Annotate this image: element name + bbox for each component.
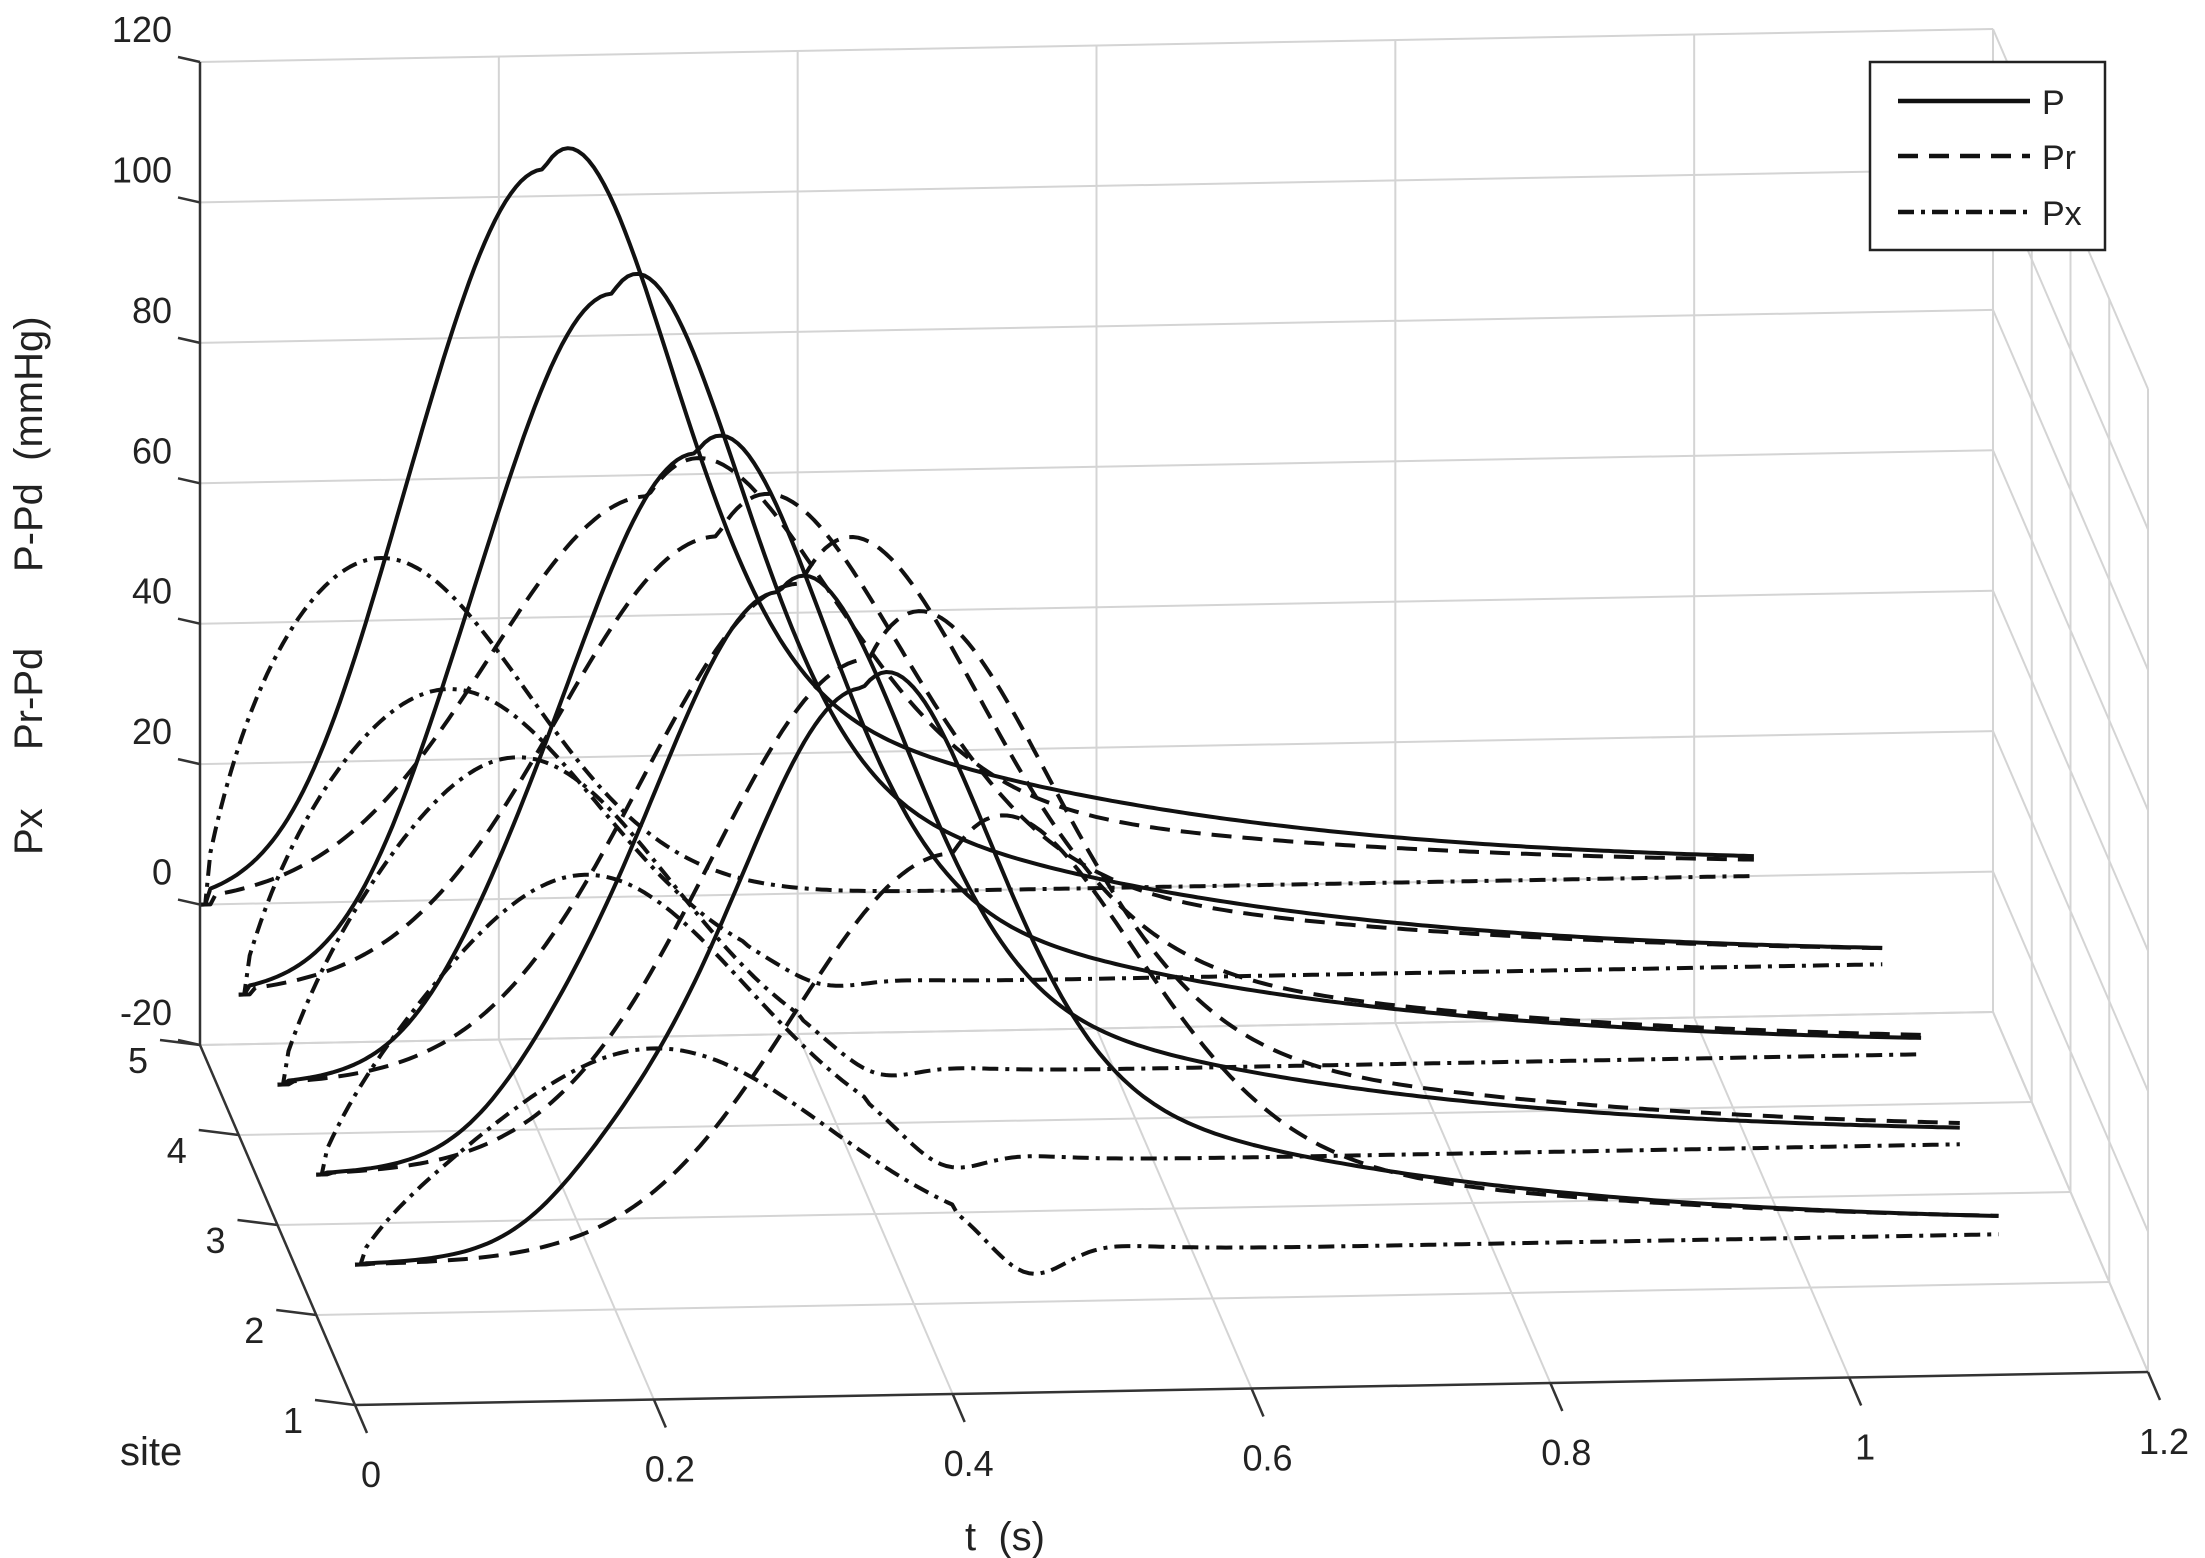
legend-label-px: Px [2042,195,2082,233]
grid-back-hline [199,308,1994,344]
legend-label-pr: Pr [2042,139,2076,177]
site-tick-label: 3 [205,1220,225,1261]
x-tick [2146,1371,2162,1401]
series-p-site-2 [316,573,1960,1177]
x-tick-label: 1.2 [2139,1421,2189,1462]
x-tick [1250,1388,1265,1417]
axes: -20 0 20 40 60 80 100 120 0 0.2 0.4 0.6 0.8 1 1.2 1 2 3 4 5 [112,9,2189,1495]
site-tick [276,1308,317,1317]
series-px-site-2 [316,872,1960,1177]
site-tick-label: 1 [283,1400,303,1441]
z-tick [177,617,201,625]
grid-back-hline [199,28,1994,63]
x-tick [1549,1382,1564,1412]
z-tick-label: 40 [132,571,172,612]
grid-floor-sline [316,1281,2110,1316]
grid-side-hline [1992,590,2149,952]
x-tick [652,1399,667,1428]
z-tick-label: 60 [132,430,172,471]
grid-back-hline [199,589,1994,625]
x-tick-label: 0.4 [944,1443,994,1484]
site-tick [198,1128,239,1137]
z-tick-label: 80 [132,290,172,331]
site-tick [314,1398,356,1407]
legend: P Pr Px [1868,60,2107,252]
series-px-site-1 [354,1046,1999,1276]
series-lines [199,146,1999,1276]
z-axis-title-p: P-Pd (mmHg) [7,316,51,572]
z-tick-label: 100 [112,149,172,190]
series-p-site-4 [238,271,1883,997]
x-axis-title: t (s) [965,1515,1045,1558]
grid-side-hline [1992,309,2149,671]
axis-titles: t (s) site Px Pr-Pd P-Pd (mmHg) [7,316,1045,1558]
site-tick-label: 5 [128,1040,148,1081]
x-tick [353,1404,369,1434]
x-tick-label: 1 [1855,1427,1875,1468]
grid-back-hline [199,449,1994,485]
grid-floor-sline [238,1101,2032,1136]
x-tick-label: 0.2 [645,1449,695,1490]
z-tick-label: 120 [112,9,172,50]
grid-floor-sline [277,1191,2071,1226]
grid-side-hline [1992,730,2149,1092]
series-px-site-3 [277,755,1922,1087]
site-tick-label: 4 [167,1130,187,1171]
z-tick [177,336,201,345]
grid-side-hline [1992,871,2149,1232]
series-p-site-1 [354,670,1999,1267]
grid [199,28,2149,1406]
series-p-site-5 [199,146,1754,907]
x-tick [951,1393,966,1423]
series-px-site-5 [199,556,1754,907]
z-tick-label: -20 [120,992,172,1033]
site-tick-label: 2 [244,1310,264,1351]
legend-label-p: P [2042,84,2065,122]
z-tick [177,477,201,485]
z-tick-label: 20 [132,711,172,752]
grid-back-hline [199,730,1994,766]
z-axis-title-pr: Pr-Pd [7,648,51,750]
series-p-site-3 [277,433,1922,1087]
y-axis-title: site [120,1430,182,1474]
grid-side-hline [1992,449,2149,811]
z-tick [177,196,201,204]
z-axis-title-px: Px [7,808,51,855]
series-pr-site-4 [238,491,1883,997]
x-tick-label: 0.6 [1242,1438,1292,1479]
series-pr-site-2 [316,609,1960,1177]
site-tick [237,1218,278,1227]
x-tick [1848,1377,1863,1406]
series-pr-site-3 [277,535,1922,1087]
x-tick-label: 0 [361,1454,381,1495]
z-tick [177,757,201,766]
site-tick [159,1038,201,1047]
z-tick-label: 0 [152,852,172,893]
series-pr-site-5 [199,456,1754,907]
x-tick-label: 0.8 [1541,1432,1591,1473]
z-tick [177,55,201,64]
z-tick [177,898,201,906]
grid-back-hline [199,168,1994,204]
